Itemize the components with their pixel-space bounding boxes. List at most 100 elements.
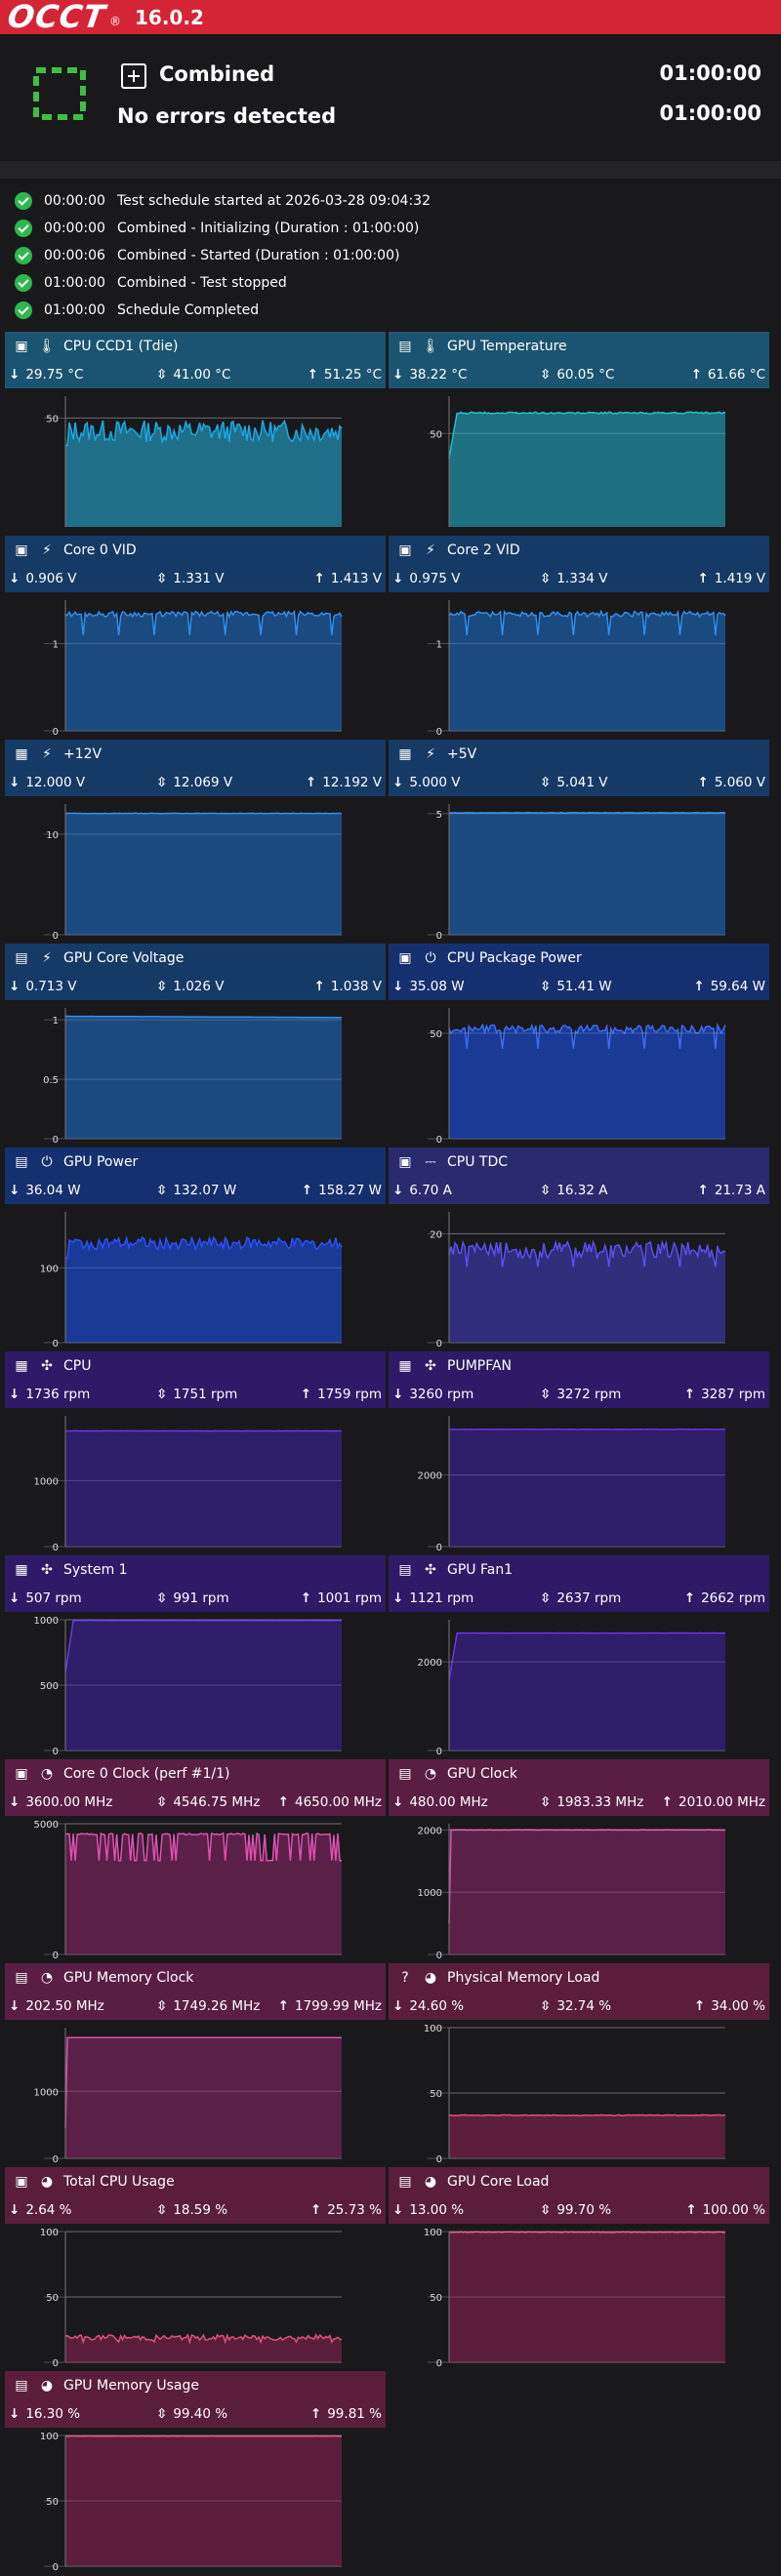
- max-text: 1.419 V: [714, 571, 765, 586]
- min-text: 3600.00 MHz: [25, 1794, 113, 1810]
- y-tick-label: 0: [436, 1339, 442, 1349]
- temperature-icon: 🌡: [422, 339, 439, 354]
- average-icon: ⇳: [156, 1998, 168, 2014]
- sensor-title: GPU Fan1: [447, 1562, 514, 1578]
- arrow-up-icon: ↑: [277, 1998, 289, 2014]
- series-area: [449, 412, 725, 527]
- min-value: ↓ 5.000 V: [392, 775, 461, 790]
- min-text: 1121 rpm: [409, 1590, 474, 1606]
- max-value: ↑ 1759 rpm: [301, 1387, 382, 1402]
- sensor-header: ▣ ◔ Core 0 Clock (perf #1/1) ↓ 3600.00 MHz ⇳ 4…: [5, 1759, 386, 1816]
- sensor-title-row: ? ◕ Physical Memory Load: [389, 1963, 769, 1992]
- sensor-header: ▦ ✣ CPU ↓ 1736 rpm ⇳ 1751 rpm ↑ 1759 rpm: [5, 1351, 386, 1408]
- y-tick-label: 1: [53, 1016, 59, 1026]
- series-area: [65, 2037, 342, 2158]
- sensor-title-row: ▣ ⚡ Core 2 VID: [389, 536, 769, 565]
- min-value: ↓ 16.30 %: [9, 2406, 80, 2422]
- y-tick-label: 0: [436, 1747, 442, 1757]
- cpu-chip-icon: ▣: [15, 1766, 28, 1782]
- sensor-panel: ▤ ◕ GPU Memory Usage ↓ 16.30 % ⇳ 99.40 % ↑ 99.81…: [5, 2371, 386, 2574]
- series-line: [448, 2113, 726, 2116]
- series-area: [449, 1429, 725, 1547]
- avg-value: ⇳ 3272 rpm: [540, 1387, 621, 1402]
- max-value: ↑ 2010.00 MHz: [662, 1794, 765, 1810]
- sensor-stats-row: ↓ 12.000 V ⇳ 12.069 V ↑ 12.192 V: [5, 769, 386, 796]
- sensor-title: GPU Temperature: [447, 339, 567, 354]
- sensor-stats-row: ↓ 2.64 % ⇳ 18.59 % ↑ 25.73 %: [5, 2196, 386, 2224]
- arrow-up-icon: ↑: [683, 1387, 696, 1402]
- y-tick-label: 5: [436, 810, 442, 821]
- spinner-icon: [33, 67, 86, 120]
- max-value: ↑ 4650.00 MHz: [278, 1794, 382, 1810]
- max-value: ↑ 59.64 W: [693, 979, 765, 994]
- arrow-down-icon: ↓: [9, 1794, 21, 1810]
- min-text: 0.713 V: [25, 979, 77, 994]
- avg-text: 1.331 V: [173, 571, 225, 586]
- min-text: 0.975 V: [409, 571, 461, 586]
- arrow-down-icon: ↓: [9, 2406, 21, 2422]
- y-tick-label: 0: [53, 1951, 59, 1961]
- arrow-down-icon: ↓: [392, 571, 404, 586]
- log-row: 00:00:00 Test schedule started at 2026-03…: [0, 187, 781, 215]
- arrow-up-icon: ↑: [685, 2202, 697, 2218]
- sensor-panel: ? ◕ Physical Memory Load ↓ 24.60 % ⇳ 32.74 % ↑ 3…: [389, 1963, 769, 2166]
- max-text: 2662 rpm: [701, 1590, 765, 1606]
- y-tick-label: 0: [436, 1543, 442, 1553]
- max-value: ↑ 34.00 %: [694, 1998, 765, 2014]
- arrow-down-icon: ↓: [9, 367, 21, 382]
- series-area: [65, 420, 342, 527]
- min-text: 12.000 V: [25, 775, 86, 790]
- voltage-icon: ⚡: [426, 746, 435, 762]
- min-value: ↓ 29.75 °C: [9, 367, 83, 382]
- avg-text: 99.70 %: [556, 2202, 612, 2218]
- max-text: 1.038 V: [330, 979, 382, 994]
- series-area: [449, 611, 725, 731]
- gpu-card-icon: ▤: [398, 1766, 412, 1782]
- series-area: [449, 1025, 725, 1139]
- avg-text: 1.334 V: [556, 571, 608, 586]
- max-text: 2010.00 MHz: [678, 1794, 765, 1810]
- series-line: [448, 1631, 725, 1680]
- voltage-icon: ⚡: [426, 543, 435, 558]
- sensor-panel: ▣ ⎓ CPU TDC ↓ 6.70 A ⇳ 16.32 A ↑ 21.73 A 20 0: [389, 1147, 769, 1350]
- min-value: ↓ 0.713 V: [9, 979, 77, 994]
- y-tick-label: 0: [53, 931, 59, 942]
- cpu-chip-icon: ▣: [15, 543, 28, 558]
- gpu-card-icon: ▤: [15, 2378, 28, 2394]
- test-name: Combined: [159, 62, 275, 86]
- sensor-title-row: ▣ ⎓ CPU TDC: [389, 1147, 769, 1177]
- series-area: [65, 2334, 342, 2362]
- max-text: 25.73 %: [327, 2202, 382, 2218]
- max-value: ↑ 25.73 %: [310, 2202, 382, 2218]
- series-area: [65, 1832, 342, 1954]
- arrow-up-icon: ↑: [309, 2406, 322, 2422]
- min-value: ↓ 36.04 W: [9, 1183, 81, 1198]
- log-text: Test schedule started at 2026-03-28 09:0…: [117, 193, 431, 209]
- max-text: 3287 rpm: [701, 1387, 765, 1402]
- min-text: 38.22 °C: [409, 367, 468, 382]
- avg-value: ⇳ 41.00 °C: [156, 367, 230, 382]
- arrow-down-icon: ↓: [392, 1998, 404, 2014]
- sensor-title: CPU CCD1 (Tdie): [63, 339, 179, 354]
- avg-value: ⇳ 1.331 V: [156, 571, 225, 586]
- y-tick-label: 0: [436, 2154, 442, 2165]
- cpu-chip-icon: ▣: [15, 339, 28, 354]
- motherboard-icon: ▦: [15, 1358, 28, 1374]
- sensor-chart: 10 0: [5, 796, 386, 943]
- series-area: [65, 813, 342, 935]
- sensor-title: GPU Memory Clock: [63, 1970, 194, 1986]
- log-time: 01:00:00: [44, 302, 105, 318]
- sensor-chart: 100 50 0: [389, 2224, 769, 2370]
- series-area: [449, 2232, 725, 2362]
- sensor-header: ▤ ⚡ GPU Core Voltage ↓ 0.713 V ⇳ 1.026 V ↑ 1.038…: [5, 944, 386, 1000]
- sensor-chart-plot: 100 50 0: [424, 2228, 726, 2369]
- y-tick-label: 2000: [418, 1826, 442, 1836]
- sensor-stats-row: ↓ 35.08 W ⇳ 51.41 W ↑ 59.64 W: [389, 973, 769, 1000]
- cpu-chip-icon: ▣: [15, 2174, 28, 2190]
- sensor-chart: 2000 1000 0: [389, 1816, 769, 1962]
- sensor-title: GPU Clock: [447, 1766, 518, 1782]
- max-text: 1759 rpm: [317, 1387, 382, 1402]
- load-gauge-icon: ◕: [424, 2174, 437, 2190]
- sensor-chart-plot: 10 0: [44, 804, 343, 942]
